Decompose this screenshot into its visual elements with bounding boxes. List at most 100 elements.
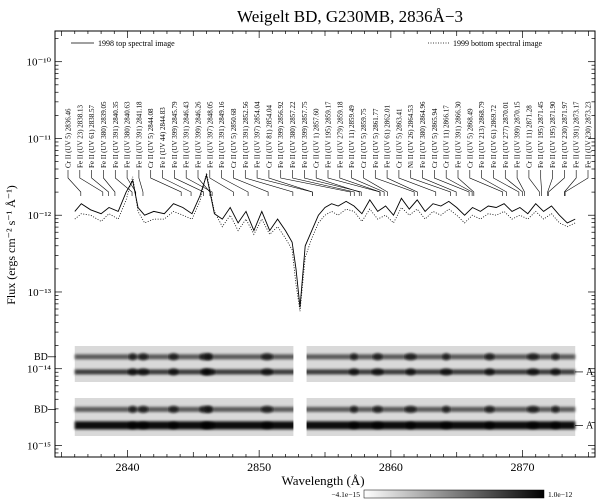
emission-blob — [442, 353, 451, 361]
line-id-label: Fe II (UV 399) 2846.26 — [195, 101, 203, 168]
line-id-label: Fe II (UV 230) 2873.23 — [585, 101, 593, 168]
line-id-leader — [528, 170, 540, 196]
line-id-leader — [547, 170, 553, 196]
emission-blob — [484, 368, 495, 376]
emission-blob — [205, 405, 214, 413]
line-id-label: Fe II (UV 391) 2846.43 — [183, 101, 191, 168]
emission-blob — [127, 368, 138, 376]
spectral-images: BD A BD A — [34, 346, 594, 436]
line-id-leader — [268, 170, 313, 196]
emission-blob — [404, 405, 417, 413]
line-id-leader — [304, 170, 362, 196]
emission-blob — [205, 353, 214, 361]
line-id-leader — [244, 170, 294, 196]
emission-blob — [348, 421, 359, 429]
line-id-leader — [481, 170, 507, 196]
emission-blob — [440, 421, 453, 429]
line-id-label: Cr II (UV 5) 2859.75 — [360, 108, 368, 168]
band-right-label: A — [586, 420, 594, 431]
line-id-label: Fe II (UV 391) 2866.30 — [455, 101, 463, 168]
absorption-gap — [293, 346, 307, 382]
line-id-leader — [386, 170, 418, 196]
emission-blob — [349, 405, 358, 413]
emission-blob — [348, 368, 359, 376]
emission-blob — [442, 405, 451, 413]
line-id-label: Fe II (UV 391) 2873.17 — [573, 101, 581, 168]
line-id-leader — [422, 170, 457, 196]
line-id-leader — [493, 170, 520, 196]
line-id-leader — [434, 170, 470, 196]
line-id-leader — [221, 170, 249, 196]
line-id-label: Fe II (UV 61) 2862.01 — [384, 104, 392, 168]
emission-blob — [550, 368, 561, 376]
emission-blob — [440, 368, 453, 376]
line-id-leader — [150, 170, 182, 196]
line-id-leader — [233, 170, 269, 196]
y-tick-label: 10⁻¹⁵ — [27, 440, 51, 452]
emission-blob — [203, 421, 216, 429]
line-id-label: Fe II (UV 213) 2868.79 — [478, 101, 486, 168]
y-axis: 10⁻¹⁰ 10⁻¹¹ 10⁻¹² 10⁻¹³ 10⁻¹⁴ 10⁻¹⁵ — [26, 38, 595, 454]
series-1999-line — [74, 172, 576, 312]
line-id-leader — [540, 170, 542, 196]
line-id-label: Fe II (UV 61) 2838.57 — [88, 104, 96, 168]
line-id-label: Fe II (UV 391) 2840.35 — [112, 101, 120, 168]
plot-frame — [54, 30, 596, 458]
band-right-label: A — [586, 367, 594, 378]
line-id-label: Fe II (UV 391) 2841.18 — [135, 101, 143, 168]
line-id-leader — [114, 170, 133, 196]
line-id-leader — [91, 170, 109, 196]
line-id-label: Fe I (UV 44) 2844.83 — [159, 107, 167, 168]
line-id-leader — [469, 170, 503, 196]
line-id-label: Fe II (UV 391) 2849.16 — [218, 101, 226, 168]
line-id-label: Fe II (UV 399) 2856.92 — [277, 101, 285, 168]
emission-blob — [138, 405, 149, 413]
line-id-label: Fe II (UV 399) 2845.79 — [171, 101, 179, 168]
colorbar-max-label: 1.0e−12 — [548, 490, 573, 499]
emission-blob — [484, 353, 495, 361]
emission-blob — [405, 421, 416, 429]
emission-blob — [405, 368, 416, 376]
y-tick-label: 10⁻¹² — [28, 210, 52, 222]
line-id-leader — [79, 170, 104, 196]
y-tick-label: 10⁻¹⁴ — [27, 364, 51, 376]
emission-blob — [203, 368, 216, 376]
line-id-label: Fe II (UV 195) 2871.45 — [537, 101, 545, 168]
trace-a — [74, 369, 576, 375]
line-id-leader — [292, 170, 355, 196]
y-tick-label: 10⁻¹⁰ — [26, 57, 51, 69]
line-id-label: Fe II (UV 279) 2859.18 — [336, 101, 344, 168]
emission-blob — [128, 405, 137, 413]
line-id-label: Fe II (UV 195) 2859.17 — [325, 101, 333, 168]
y-axis-label: Flux (ergs cm⁻² s⁻¹ Å⁻¹) — [4, 185, 18, 305]
trace-bd — [74, 354, 576, 360]
line-id-leader — [209, 170, 234, 196]
x-tick-label: 2840 — [115, 460, 139, 474]
line-id-leader — [548, 170, 565, 196]
line-id-leader — [398, 170, 437, 196]
y-tick-label: 10⁻¹¹ — [28, 133, 51, 145]
emission-blob — [372, 353, 383, 361]
chart-title: Weigelt BD, G230MB, 2836Å−3 — [237, 7, 463, 26]
line-id-leader — [67, 170, 82, 196]
line-id-label: Fe II (UV 391) 2852.56 — [242, 101, 250, 168]
emission-blob — [371, 421, 384, 429]
emission-blob — [168, 353, 179, 361]
line-id-label: Ni II (UV 26) 2864.53 — [407, 104, 415, 168]
line-id-leader — [185, 170, 213, 196]
trace-bd — [74, 406, 576, 412]
line-id-label: Fe II (UV 397) 2848.05 — [206, 101, 214, 168]
x-axis: 2840 2850 2860 2870 — [61, 31, 589, 474]
colorbar — [363, 489, 545, 499]
y-tick-label: 10⁻¹³ — [28, 287, 52, 299]
line-id-leader — [103, 170, 116, 196]
line-id-label: Fe II (UV 399) 2857.75 — [301, 101, 309, 168]
emission-blob — [168, 421, 179, 429]
line-id-leader — [138, 170, 144, 196]
line-id-label: Cr II (UV 5) 2863.41 — [395, 108, 403, 168]
band-background — [74, 398, 576, 436]
line-id-label: Cr II (UV 5) 2865.94 — [431, 108, 439, 168]
colorbar-min-label: −4.1e−15 — [331, 490, 360, 499]
spectral-image-band: BD A — [34, 398, 594, 436]
